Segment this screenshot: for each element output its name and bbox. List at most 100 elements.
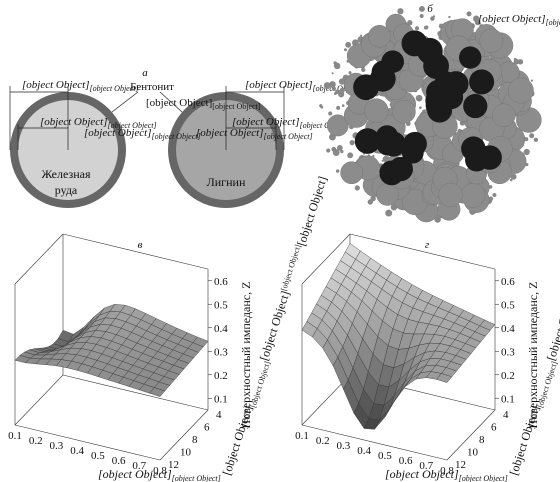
dust — [326, 148, 331, 153]
dust — [367, 199, 373, 205]
dust — [345, 41, 352, 48]
particle — [438, 182, 463, 208]
frame-line — [14, 233, 64, 285]
z-tick-label: 0.5 — [501, 299, 515, 311]
text-part: [object Object] — [257, 289, 293, 362]
z-tick-label: 0.6 — [501, 276, 515, 288]
dust — [509, 178, 513, 182]
x-axis-label: [object Object][object Object] — [385, 467, 508, 482]
dust — [533, 137, 539, 142]
dust — [434, 216, 441, 223]
dust — [419, 14, 424, 19]
surface-plot: 0.1 0.2 0.3 0.4 0.5 0.6 0.1 0.2 0.3 0.4 0.5 0.6 0.7 0… — [8, 175, 330, 482]
dust — [530, 79, 534, 82]
r-inner: [object Object][object Object] — [40, 116, 157, 130]
x-tick-label: 0.8 — [153, 465, 167, 477]
x-tick-label: 0.2 — [316, 435, 330, 447]
dust — [513, 58, 520, 65]
dust — [448, 15, 451, 19]
frame-line — [14, 374, 64, 426]
text-part: [object Object] — [385, 467, 459, 481]
text-part: [object Object] — [279, 243, 303, 292]
particle — [340, 161, 363, 185]
x-tick-label: 0.6 — [399, 455, 413, 467]
particle-dark — [477, 145, 502, 170]
text-part: [object Object] — [245, 79, 313, 91]
dust — [492, 192, 497, 197]
binder-eps: [object Object][object Object] — [146, 97, 261, 111]
particle — [364, 98, 389, 123]
dust — [331, 72, 334, 75]
eps: [object Object][object Object] — [196, 127, 313, 141]
frame-line — [349, 233, 496, 270]
dust — [423, 25, 428, 30]
text-part: [object Object] — [220, 404, 256, 477]
frame-line — [301, 233, 351, 285]
dust — [338, 91, 342, 94]
dust — [344, 48, 347, 52]
z-axis-label: Поверхностный импеданс, Z — [526, 282, 540, 429]
core-name: Железная — [42, 167, 91, 181]
dust — [333, 92, 337, 95]
dust — [419, 106, 422, 110]
frame-line — [301, 424, 448, 461]
core-name: руда — [55, 183, 78, 197]
x-tick-label: 0.4 — [357, 445, 371, 457]
particle — [392, 100, 416, 124]
dust — [323, 82, 331, 89]
text-part: [object Object] — [232, 116, 300, 128]
y-tick-label: 10 — [180, 447, 192, 459]
z-tick-label: 0.3 — [501, 346, 515, 358]
text-part: [object Object] — [294, 175, 330, 248]
panel-label: в — [138, 239, 143, 251]
text-part: [object Object] — [108, 121, 157, 130]
text-part: [object Object] — [40, 116, 108, 128]
dust — [381, 159, 384, 162]
x-tick-label: 0.2 — [29, 435, 43, 447]
text-part: [object Object] — [507, 404, 543, 477]
dust — [331, 146, 337, 152]
text-part: [object Object] — [22, 79, 90, 91]
particle-dark — [401, 141, 424, 164]
dust — [397, 8, 404, 15]
y-tick-label: 6 — [204, 422, 210, 434]
z-tick-label: 0.1 — [501, 393, 515, 405]
x-tick-label: 0.5 — [91, 450, 105, 462]
particle — [479, 28, 504, 53]
aggregate — [319, 5, 542, 223]
dimension-lines — [9, 27, 491, 150]
y-tick-label: 4 — [503, 409, 509, 421]
dust — [524, 137, 529, 142]
dust — [319, 104, 323, 108]
surface-patch — [436, 373, 453, 383]
x-axis-label: [object Object][object Object] — [98, 467, 221, 482]
x-tick-label: 0.7 — [419, 460, 433, 472]
dust — [335, 169, 340, 173]
dust — [414, 26, 420, 31]
dust — [407, 20, 413, 26]
dust — [372, 154, 375, 158]
particle-dark — [459, 46, 482, 69]
text-part: [object Object] — [264, 132, 313, 141]
text-part: [object Object] — [90, 84, 139, 93]
dust — [349, 140, 355, 146]
dust — [329, 81, 336, 88]
dust — [328, 111, 333, 116]
r-outer: [object Object][object Object] — [245, 79, 362, 93]
dust — [347, 152, 354, 159]
particle — [326, 114, 349, 137]
y-tick-label: 4 — [216, 409, 222, 421]
dust — [336, 105, 341, 110]
particle — [460, 182, 486, 208]
x-tick-label: 0.3 — [50, 440, 64, 452]
particle-dark — [380, 131, 406, 157]
dust — [333, 61, 337, 65]
particle-dark — [353, 74, 379, 101]
particle — [368, 25, 391, 48]
frame-line — [446, 409, 496, 461]
particle-dark — [379, 160, 405, 186]
particle-dark — [463, 93, 488, 119]
dust — [466, 11, 472, 17]
x-tick-label: 0.6 — [112, 455, 126, 467]
text-part: [object Object] — [313, 84, 362, 93]
